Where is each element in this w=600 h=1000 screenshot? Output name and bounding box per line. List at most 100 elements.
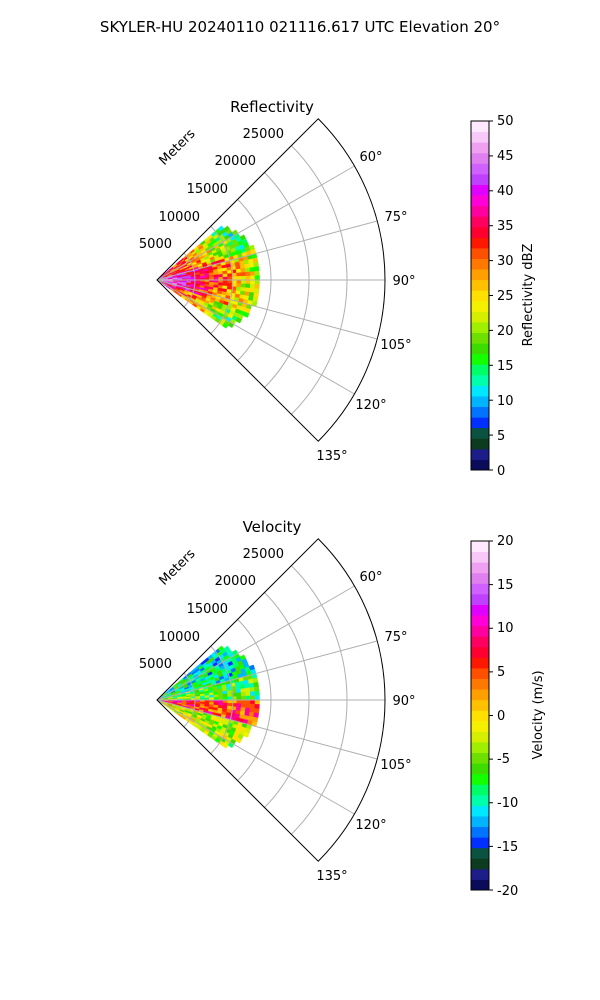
- colorbar-swatch: [471, 868, 489, 880]
- sector-frame: [156, 538, 386, 862]
- echo-cell: [235, 317, 242, 324]
- colorbar-tick-label: -10: [497, 796, 518, 811]
- angle-tick-label: 105°: [380, 338, 411, 353]
- colorbar-swatch: [471, 615, 489, 627]
- colorbar-tick-label: 20: [497, 534, 514, 549]
- colorbar-swatch: [471, 269, 489, 281]
- azimuth-spoke: [156, 165, 355, 281]
- echo-cell: [218, 694, 224, 698]
- colorbar-swatch: [471, 815, 489, 828]
- echo-cell: [240, 268, 246, 273]
- angle-tick-label: 60°: [359, 570, 382, 585]
- colorbar-swatch: [471, 448, 489, 460]
- colorbar-swatch: [471, 826, 489, 838]
- echo-cell: [243, 731, 250, 738]
- figure-suptitle: SKYLER-HU 20240110 021116.617 UTC Elevat…: [100, 18, 500, 36]
- colorbar-swatch: [471, 636, 489, 648]
- colorbar-tick-label: 5: [497, 429, 505, 444]
- azimuth-spoke: [156, 585, 355, 701]
- range-tick-label: 5000: [139, 657, 172, 672]
- colorbar-swatch: [471, 752, 489, 764]
- echo-cell: [245, 703, 251, 709]
- colorbar-swatch: [471, 163, 489, 175]
- echo-cell: [241, 279, 247, 285]
- echo-cell: [245, 279, 251, 285]
- echo-cell: [254, 704, 260, 710]
- angle-tick-label: 90°: [392, 274, 415, 289]
- colorbar-tick-label: -15: [497, 840, 518, 855]
- reflectivity-range-ticks: 5000 10000 15000 20000 25000: [139, 127, 284, 252]
- echo-cell: [253, 288, 260, 294]
- echo-cell: [248, 682, 255, 689]
- colorbar-swatch: [471, 604, 489, 616]
- colorbar-swatch: [471, 364, 489, 376]
- colorbar-swatch: [471, 374, 489, 386]
- angle-tick-label: 105°: [380, 758, 411, 773]
- colorbar-tick-label: 20: [497, 324, 514, 339]
- echo-cell: [204, 695, 210, 699]
- echo-cell: [236, 276, 242, 281]
- azimuth-spoke: [156, 279, 378, 340]
- colorbar-tick-label: 35: [497, 219, 514, 234]
- echo-cell: [245, 283, 251, 289]
- colorbar-swatch: [471, 258, 489, 270]
- colorbar-swatch: [471, 541, 489, 553]
- colorbar-swatch: [471, 184, 489, 196]
- echo-cell: [254, 270, 260, 276]
- echo-cell: [235, 268, 242, 274]
- colorbar-swatch: [471, 216, 489, 228]
- echo-cell: [248, 262, 255, 269]
- colorbar-swatch: [471, 459, 489, 471]
- echo-cell: [240, 703, 247, 708]
- echo-cell: [236, 696, 242, 701]
- colorbar-swatch: [471, 731, 489, 743]
- reflectivity-echo-field: [158, 225, 260, 329]
- angle-tick-label: 60°: [359, 150, 382, 165]
- echo-cell: [245, 271, 251, 277]
- echo-cell: [236, 283, 242, 288]
- colorbar-tick-label: 10: [497, 621, 514, 636]
- velocity-colorbar-label: Velocity (m/s): [531, 670, 546, 759]
- angle-tick-label: 135°: [316, 449, 347, 464]
- echo-cell: [253, 708, 260, 714]
- echo-cell: [240, 688, 246, 693]
- colorbar-swatch: [471, 427, 489, 439]
- colorbar-tick-label: 30: [497, 254, 514, 269]
- angle-tick-label: 75°: [384, 210, 407, 225]
- echo-cell: [241, 275, 247, 281]
- range-tick-label: 20000: [215, 574, 256, 589]
- colorbar-tick-label: 10: [497, 394, 514, 409]
- colorbar-tick-label: -20: [497, 884, 518, 899]
- echo-cell: [253, 266, 260, 272]
- velocity-range-ticks: 5000 10000 15000 20000 25000: [139, 547, 284, 672]
- colorbar-swatch: [471, 152, 489, 164]
- echo-cell: [218, 274, 224, 278]
- colorbar-swatch: [471, 131, 489, 143]
- echo-cell: [209, 274, 215, 278]
- azimuth-spoke: [156, 640, 378, 701]
- colorbar-swatch: [471, 572, 489, 584]
- colorbar-swatch: [471, 311, 489, 323]
- echo-cell: [236, 699, 242, 704]
- reflectivity-angle-ticks: 60° 75° 90° 105° 120° 135°: [316, 150, 415, 464]
- colorbar-swatch: [471, 879, 489, 891]
- echo-cell: [254, 690, 260, 696]
- echo-cell: [245, 691, 251, 697]
- colorbar-swatch: [471, 385, 489, 397]
- colorbar-swatch: [471, 741, 489, 754]
- velocity-colorbar-ticks: -20 -15 -10 -5 0 5 10 15 20: [497, 534, 518, 899]
- colorbar-swatch: [471, 173, 489, 185]
- range-tick-label: 25000: [243, 127, 284, 142]
- echo-cell: [235, 688, 242, 694]
- colorbar-tick-label: 45: [497, 149, 514, 164]
- reflectivity-colorbar-ticks: 0 5 10 15 20 25 30 35 40 45 50: [497, 114, 514, 479]
- range-tick-label: 25000: [243, 547, 284, 562]
- colorbar-swatch: [471, 395, 489, 408]
- echo-cell: [241, 695, 247, 701]
- azimuth-spoke: [156, 699, 355, 815]
- echo-cell: [222, 693, 228, 698]
- echo-cell: [253, 686, 260, 692]
- echo-cell: [249, 703, 256, 709]
- colorbar-swatch: [471, 794, 489, 806]
- colorbar-swatch: [471, 583, 489, 595]
